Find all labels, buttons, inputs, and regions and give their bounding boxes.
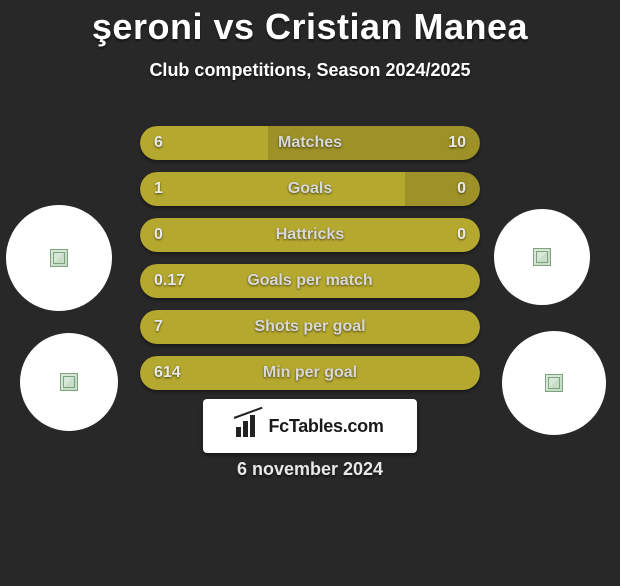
bar-segment-full bbox=[140, 356, 480, 390]
page-subtitle: Club competitions, Season 2024/2025 bbox=[0, 60, 620, 81]
bar-value-left: 614 bbox=[154, 364, 181, 382]
bar-value-right: 0 bbox=[457, 226, 466, 244]
bar-value-left: 0 bbox=[154, 226, 163, 244]
bar-value-right: 10 bbox=[448, 134, 466, 152]
player2-photo-circle bbox=[494, 209, 590, 305]
page-title: şeroni vs Cristian Manea bbox=[0, 6, 620, 48]
bar-value-left: 7 bbox=[154, 318, 163, 336]
stat-bar: Hattricks00 bbox=[140, 218, 480, 252]
bar-segment-full bbox=[140, 264, 480, 298]
bar-segment-full bbox=[140, 218, 480, 252]
bar-value-left: 6 bbox=[154, 134, 163, 152]
brand-chart-icon bbox=[236, 415, 262, 437]
player1-club-circle bbox=[20, 333, 118, 431]
bar-value-left: 1 bbox=[154, 180, 163, 198]
stat-bar: Goals10 bbox=[140, 172, 480, 206]
player2-club-circle bbox=[502, 331, 606, 435]
player1-photo-circle bbox=[6, 205, 112, 311]
stat-bar: Min per goal614 bbox=[140, 356, 480, 390]
stat-bar: Goals per match0.17 bbox=[140, 264, 480, 298]
brand-box[interactable]: FcTables.com bbox=[203, 399, 417, 453]
bar-segment-right bbox=[405, 172, 480, 206]
comparison-bars: Matches610Goals10Hattricks00Goals per ma… bbox=[140, 126, 480, 402]
image-placeholder-icon bbox=[60, 373, 78, 391]
image-placeholder-icon bbox=[545, 374, 563, 392]
bar-segment-full bbox=[140, 310, 480, 344]
brand-label: FcTables.com bbox=[268, 416, 383, 437]
bar-value-left: 0.17 bbox=[154, 272, 185, 290]
stat-bar: Matches610 bbox=[140, 126, 480, 160]
image-placeholder-icon bbox=[50, 249, 68, 267]
generated-date: 6 november 2024 bbox=[0, 459, 620, 480]
image-placeholder-icon bbox=[533, 248, 551, 266]
bar-segment-left bbox=[140, 172, 405, 206]
stat-bar: Shots per goal7 bbox=[140, 310, 480, 344]
bar-value-right: 0 bbox=[457, 180, 466, 198]
